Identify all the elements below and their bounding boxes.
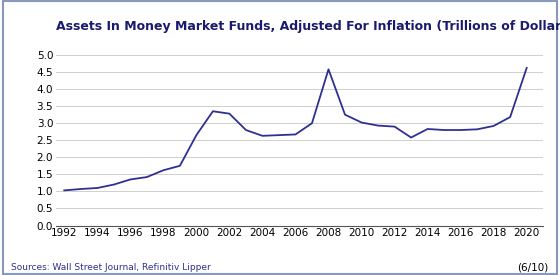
Text: (6/10): (6/10) [517,262,549,272]
Text: Assets In Money Market Funds, Adjusted For Inflation (Trillions of Dollars): Assets In Money Market Funds, Adjusted F… [56,20,560,33]
Text: Sources: Wall Street Journal, Refinitiv Lipper: Sources: Wall Street Journal, Refinitiv … [11,263,211,272]
